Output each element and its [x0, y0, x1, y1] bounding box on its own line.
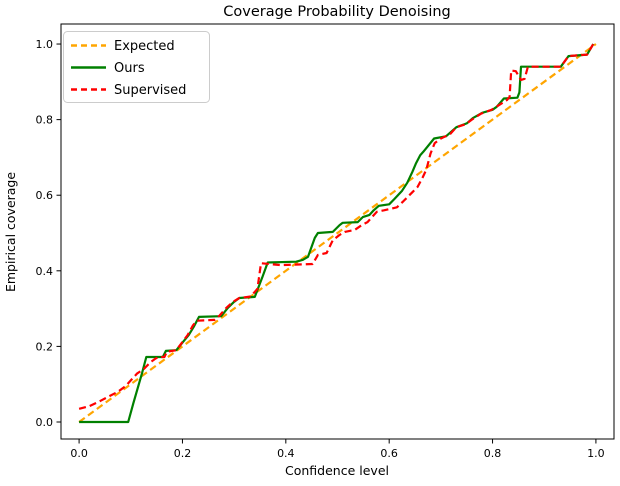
series-line-expected	[78, 43, 597, 423]
legend-label-expected: Expected	[114, 39, 175, 54]
legend-frame	[63, 31, 210, 103]
x-tick-label: 0.2	[174, 447, 192, 460]
y-axis-ticks: 0.0 0.2 0.4 0.6 0.8 1.0	[36, 38, 61, 429]
x-axis-label: Confidence level	[285, 463, 389, 478]
chart-title: Coverage Probability Denoising	[223, 4, 451, 20]
y-tick-label: 0.8	[36, 114, 54, 127]
legend-label-ours: Ours	[114, 61, 145, 76]
y-tick-label: 0.6	[36, 189, 54, 202]
x-axis-ticks: 0.0 0.2 0.4 0.6 0.8 1.0	[70, 439, 605, 460]
y-axis-label: Empirical coverage	[3, 172, 18, 292]
legend-item-expected: Expected	[71, 39, 175, 54]
y-tick-label: 0.0	[36, 416, 54, 429]
x-tick-label: 0.6	[380, 447, 398, 460]
x-tick-label: 0.8	[484, 447, 502, 460]
legend-item-ours: Ours	[71, 61, 145, 76]
series-line-supervised	[78, 43, 595, 410]
x-tick-label: 1.0	[587, 447, 605, 460]
x-tick-label: 0.0	[70, 447, 88, 460]
y-tick-label: 1.0	[36, 38, 54, 51]
y-tick-label: 0.4	[36, 265, 54, 278]
y-tick-label: 0.2	[36, 340, 54, 353]
legend: Expected Ours Supervised	[63, 31, 210, 103]
axes-frame	[60, 23, 615, 440]
plot-area	[78, 43, 597, 424]
legend-label-supervised: Supervised	[114, 83, 186, 98]
x-tick-label: 0.4	[277, 447, 295, 460]
legend-item-supervised: Supervised	[71, 83, 186, 98]
